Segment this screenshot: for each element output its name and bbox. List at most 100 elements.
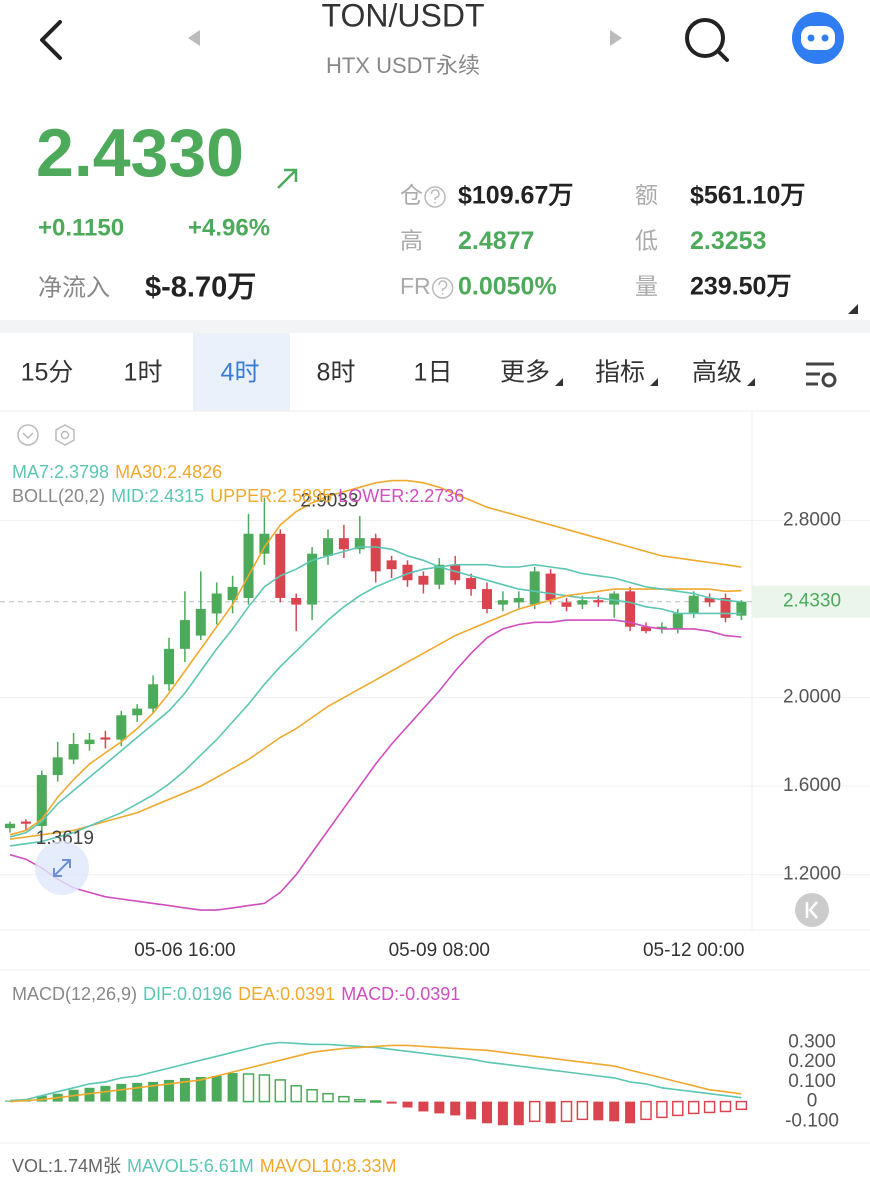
macd-bar	[719, 1100, 732, 1113]
help-icon-mark	[438, 280, 448, 295]
legend-entry: UPPER:2.5895	[210, 486, 332, 506]
y-tick-label: 0.300	[788, 1031, 836, 1052]
dropdown-mark	[555, 378, 563, 386]
scroll-to-latest[interactable]	[795, 893, 829, 927]
prev-symbol[interactable]	[188, 30, 200, 46]
macd-bar	[338, 1095, 350, 1103]
y-tick-label: 0.100	[788, 1071, 836, 1092]
interval-tab[interactable]: 更多	[500, 359, 550, 387]
candle-body	[52, 757, 63, 776]
interval-tab[interactable]: 1时	[124, 359, 163, 387]
stat-value: 0.0050%	[458, 273, 557, 301]
dropdown-mark	[650, 378, 658, 386]
macd-bar	[656, 1100, 668, 1119]
candle-body	[593, 600, 604, 603]
candle-body	[179, 620, 190, 649]
legend-entry: DIF:0.0196	[143, 984, 232, 1004]
macd-bar	[148, 1081, 159, 1102]
macd-bar	[290, 1085, 302, 1103]
fullscreen-button[interactable]	[35, 841, 89, 895]
search-button[interactable]	[685, 18, 729, 62]
legend-entry: MAVOL5:6.61M	[127, 1156, 254, 1176]
stat-value: 239.50万	[690, 273, 791, 301]
price-tag: 2.4330	[783, 591, 841, 612]
net-inflow-label: 净流入	[38, 274, 110, 301]
back-button[interactable]	[40, 20, 62, 60]
macd-bar	[164, 1079, 174, 1102]
macd-bar	[258, 1074, 271, 1103]
candle-body	[672, 613, 683, 629]
indicator-line	[9, 479, 742, 836]
indicator-settings[interactable]	[55, 424, 75, 446]
macd-bar	[195, 1076, 206, 1102]
candle-body	[323, 538, 333, 556]
candle-body	[275, 533, 286, 598]
indicator-line	[9, 563, 742, 847]
candle-body	[561, 602, 572, 607]
assistant-avatar[interactable]	[792, 12, 844, 64]
macd-bar	[179, 1077, 190, 1102]
stat-label: 低	[635, 228, 658, 254]
indicator-line	[9, 588, 742, 840]
macd-bar	[354, 1098, 366, 1103]
candle-body	[195, 609, 206, 636]
candle-body	[625, 591, 636, 627]
macd-bar	[735, 1100, 748, 1111]
indicator-line	[9, 1044, 742, 1103]
candle-body	[513, 597, 524, 603]
trend-arrow	[277, 168, 298, 189]
macd-bar	[528, 1100, 541, 1123]
macd-bar	[132, 1082, 143, 1102]
expand-corner[interactable]	[848, 304, 858, 314]
y-tick-label: 1.6000	[783, 775, 841, 796]
y-tick-label: 2.0000	[783, 687, 841, 708]
macd-bar	[306, 1089, 318, 1103]
interval-tab[interactable]: 15分	[21, 359, 74, 387]
macd-bar	[418, 1101, 429, 1112]
interval-tab[interactable]: 1日	[414, 359, 453, 387]
macd-bar	[640, 1100, 652, 1121]
macd-bar	[609, 1101, 620, 1122]
macd-bar	[402, 1101, 413, 1108]
next-symbol[interactable]	[610, 30, 622, 46]
macd-bar	[672, 1100, 684, 1117]
interval-tab[interactable]: 8时	[317, 359, 356, 387]
candle-body	[354, 538, 365, 550]
candle-body	[641, 626, 651, 632]
price-change-percent: +4.96%	[188, 214, 270, 241]
candle-body	[466, 578, 477, 590]
candle-body	[338, 538, 349, 550]
price-change: +0.1150	[38, 214, 124, 241]
indicator-line	[9, 1041, 742, 1102]
interval-tab[interactable]: 指标	[595, 359, 645, 387]
macd-bar	[434, 1101, 445, 1114]
candle-body	[704, 597, 715, 603]
help-icon	[424, 186, 446, 208]
legend-entry: LOWER:2.2736	[338, 486, 464, 506]
stat-label: 量	[635, 273, 658, 299]
extreme-label: 2.9033	[300, 491, 358, 512]
candle-body	[211, 593, 222, 614]
legend-entry: MID:2.4315	[111, 486, 204, 506]
candle-body	[482, 589, 492, 610]
interval-tab[interactable]: 高级	[692, 359, 742, 387]
chart-settings-button[interactable]	[806, 362, 837, 388]
candle-body	[577, 600, 588, 605]
macd-bar	[545, 1101, 556, 1124]
legend-entry: MAVOL10:8.33M	[260, 1156, 397, 1176]
candle-body	[418, 575, 429, 585]
y-tick-label: 2.8000	[783, 509, 841, 530]
candle-body	[132, 708, 143, 716]
candle-body	[656, 626, 667, 629]
indicator-line	[9, 619, 742, 911]
candle-body	[291, 597, 302, 605]
candle-body	[243, 533, 254, 598]
collapse-indicators[interactable]	[17, 424, 39, 446]
interval-tabs: 15分 1时 4时 8时 1日 更多 指标 高级	[21, 333, 755, 411]
legend-entry: VOL:1.74M张	[12, 1156, 121, 1176]
interval-tab[interactable]: 4时	[221, 359, 260, 387]
separator	[0, 320, 870, 333]
macd-bar	[576, 1100, 589, 1121]
candle-body	[497, 600, 508, 605]
